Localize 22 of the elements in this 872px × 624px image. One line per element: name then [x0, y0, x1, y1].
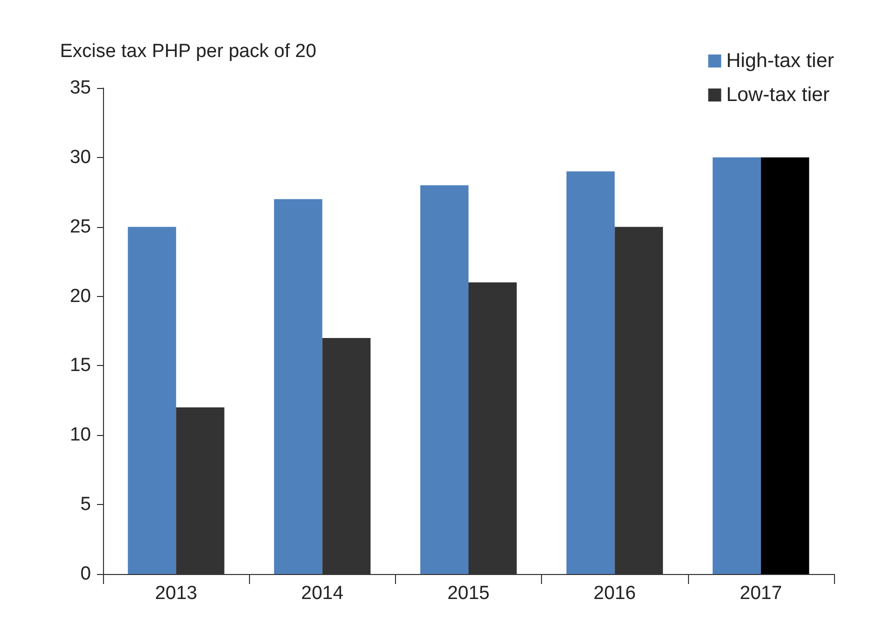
bar: [712, 157, 761, 574]
bar: [420, 185, 468, 574]
bar: [128, 226, 176, 574]
y-tick-label: 35: [70, 78, 91, 98]
y-tick-label: 20: [70, 286, 91, 307]
y-tick-label: 30: [70, 146, 91, 168]
y-tick-label: 5: [80, 494, 91, 516]
x-tick-label: 2014: [301, 583, 344, 604]
legend-label: High-tax tier: [726, 50, 834, 72]
x-tick-label: 2013: [154, 583, 198, 604]
bar: [566, 171, 615, 574]
y-tick-label: 25: [70, 216, 91, 238]
x-tick-label: 2016: [594, 583, 636, 604]
x-tick-label: 2015: [447, 583, 490, 604]
legend-label: Low-tax tier: [726, 84, 830, 106]
y-tick-label: 0: [80, 564, 91, 584]
y-tick-label: 10: [70, 424, 91, 446]
x-tick-label: 2017: [740, 583, 782, 604]
y-tick-label: 15: [70, 355, 91, 376]
bar: [274, 199, 322, 574]
y-axis-title: Excise tax PHP per pack of 20: [60, 41, 316, 62]
bar: [760, 157, 810, 574]
